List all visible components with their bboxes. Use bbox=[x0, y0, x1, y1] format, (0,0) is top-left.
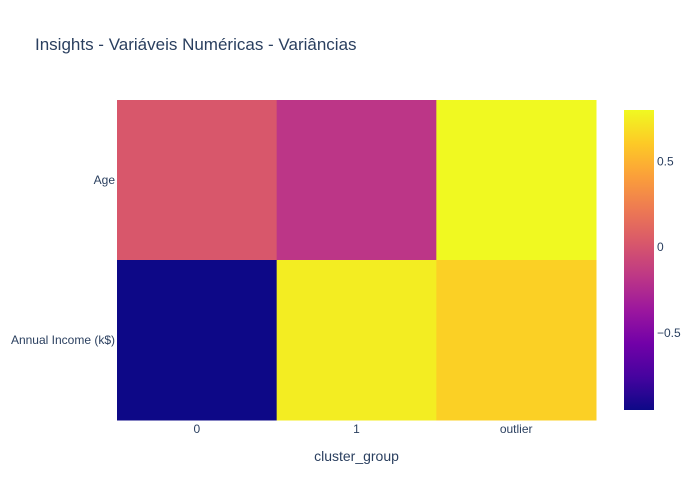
colorbar-ticks: 0.5 0 −0.5 bbox=[657, 154, 681, 339]
x-tick-label-1: 1 bbox=[353, 422, 360, 436]
colorbar-tick-label-0: 0.5 bbox=[657, 154, 674, 168]
heatmap-cell-1-2 bbox=[436, 260, 597, 421]
y-tick-label-0: Age bbox=[94, 173, 116, 187]
colorbar-tick-label-2: −0.5 bbox=[657, 326, 681, 340]
x-tick-label-0: 0 bbox=[193, 422, 200, 436]
heatmap-cell-0-2 bbox=[436, 100, 597, 261]
heatmap-cell-0-1 bbox=[276, 100, 437, 261]
heatmap-cell-1-0 bbox=[117, 260, 278, 421]
y-axis-ticks: Age Annual Income (k$) bbox=[11, 173, 115, 347]
colorbar-tick-label-1: 0 bbox=[657, 240, 664, 254]
heatmap-cells bbox=[117, 100, 597, 421]
chart-title: Insights - Variáveis Numéricas - Variânc… bbox=[35, 35, 357, 54]
x-tick-label-2: outlier bbox=[500, 422, 533, 436]
heatmap-cell-1-1 bbox=[276, 260, 437, 421]
y-tick-label-1: Annual Income (k$) bbox=[11, 333, 115, 347]
heatmap-cell-0-0 bbox=[117, 100, 278, 261]
x-axis-title: cluster_group bbox=[314, 448, 399, 464]
x-axis-ticks: 0 1 outlier bbox=[193, 422, 532, 436]
colorbar bbox=[624, 110, 654, 410]
